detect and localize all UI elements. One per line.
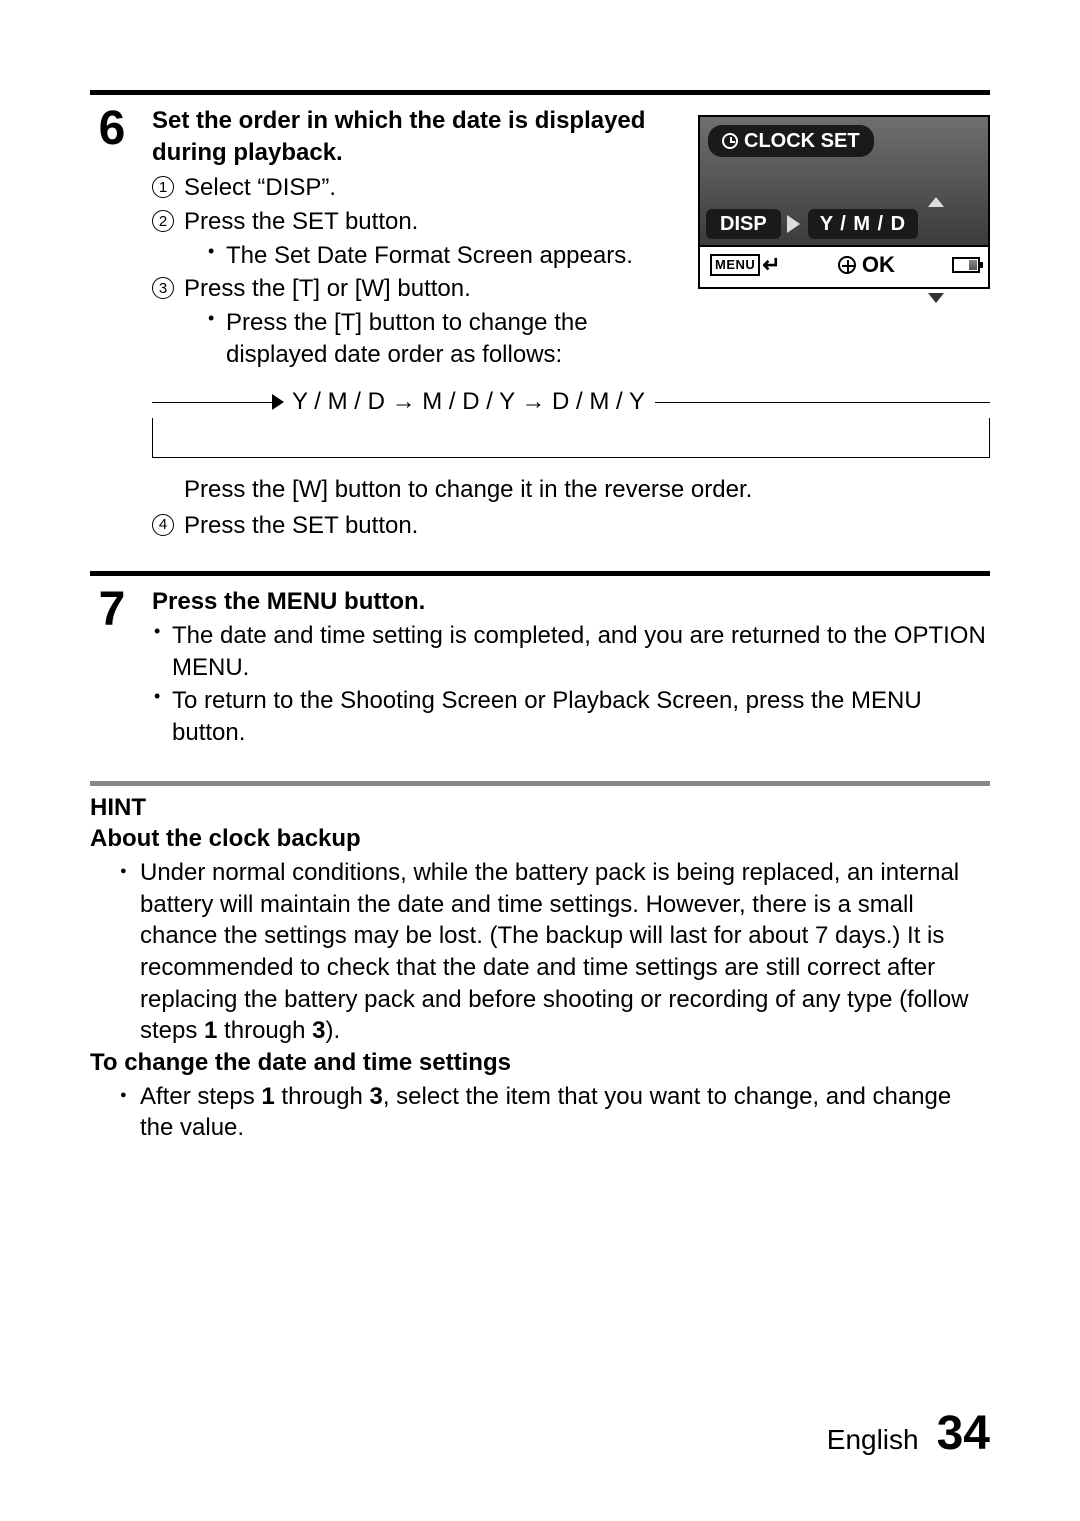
step-6-title: Set the order in which the date is displ… xyxy=(152,105,678,168)
hint-label: HINT xyxy=(90,792,990,824)
page-footer: English 34 xyxy=(827,1406,990,1461)
footer-page: 34 xyxy=(937,1406,990,1461)
footer-lang: English xyxy=(827,1424,919,1456)
hint-p1: Under normal conditions, while the batte… xyxy=(118,857,990,1047)
step6-sub2-bullet: The Set Date Format Screen appears. xyxy=(206,240,633,272)
hint-h1: About the clock backup xyxy=(90,823,990,855)
lcd-screen: CLOCK SET DISP Y / M / D MENU ↵ xyxy=(698,115,990,289)
dpad-icon xyxy=(838,256,856,274)
step6-sub3-bullet: Press the [T] button to change the displ… xyxy=(206,307,678,370)
lcd-disp-badge: DISP xyxy=(706,209,781,239)
lcd-ymd-badge: Y / M / D xyxy=(808,209,918,239)
step7-bullet1: The date and time setting is completed, … xyxy=(152,620,990,683)
step-6-number: 6 xyxy=(90,105,134,153)
step6-sub1: 1 Select “DISP”. xyxy=(152,172,678,204)
step7-bullet2: To return to the Shooting Screen or Play… xyxy=(152,685,990,748)
step-7-number: 7 xyxy=(90,586,134,634)
menu-chip: MENU xyxy=(710,254,760,275)
step6-reverse-note: Press the [W] button to change it in the… xyxy=(184,474,990,506)
cycle-arrowhead-icon xyxy=(272,394,284,410)
lcd-title-text: CLOCK SET xyxy=(744,128,860,154)
hint-section: HINT About the clock backup Under normal… xyxy=(90,781,990,1144)
circled-3: 3 xyxy=(152,277,174,299)
lcd-menu-back: MENU ↵ xyxy=(710,250,781,279)
step6-sub4-text: Press the SET button. xyxy=(184,510,418,542)
lcd-ok: OK xyxy=(838,250,895,279)
lcd-title-pill: CLOCK SET xyxy=(708,125,874,157)
date-order-cycle: Y / M / D → M / D / Y → D / M / Y xyxy=(152,386,990,458)
back-arrow-icon: ↵ xyxy=(762,250,780,279)
rule-step7 xyxy=(90,571,990,576)
step-7-title: Press the MENU button. xyxy=(152,586,990,618)
step6-sub2: 2 Press the SET button. The Set Date For… xyxy=(152,206,678,271)
rule-hint xyxy=(90,781,990,786)
step-7: 7 Press the MENU button. The date and ti… xyxy=(90,586,990,748)
step6-sub2-text: Press the SET button. xyxy=(184,206,633,238)
circled-4: 4 xyxy=(152,514,174,536)
hint-h2: To change the date and time settings xyxy=(90,1047,990,1079)
circled-1: 1 xyxy=(152,176,174,198)
step6-sub4: 4 Press the SET button. xyxy=(152,510,990,542)
cycle-text: Y / M / D → M / D / Y → D / M / Y xyxy=(282,386,655,418)
up-arrow-icon xyxy=(928,197,944,207)
step6-sub3-text: Press the [T] or [W] button. xyxy=(184,273,678,305)
step6-sub3: 3 Press the [T] or [W] button. Press the… xyxy=(152,273,678,370)
right-arrow-icon xyxy=(787,215,800,233)
clock-icon xyxy=(722,133,738,149)
lcd-ok-text: OK xyxy=(862,250,895,279)
step-6: 6 Set the order in which the date is dis… xyxy=(90,105,990,543)
battery-icon xyxy=(952,257,980,273)
circled-2: 2 xyxy=(152,210,174,232)
rule-step6 xyxy=(90,90,990,95)
down-arrow-icon xyxy=(928,293,944,303)
step6-sub1-text: Select “DISP”. xyxy=(184,172,336,204)
hint-p2: After steps 1 through 3, select the item… xyxy=(118,1081,990,1144)
